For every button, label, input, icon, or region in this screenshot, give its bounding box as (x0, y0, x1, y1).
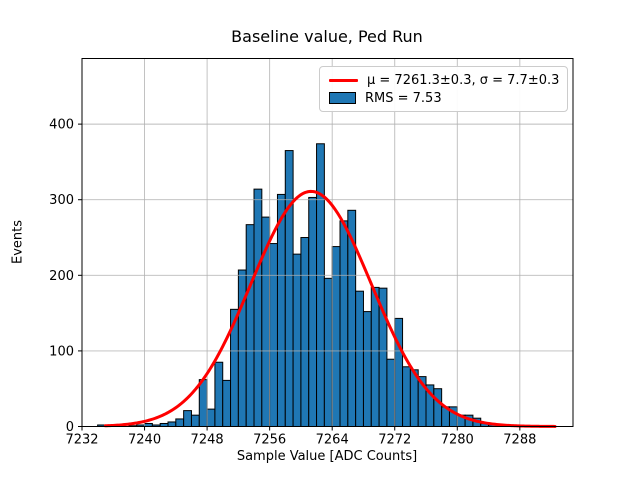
chart-title: Baseline value, Ped Run (231, 27, 423, 46)
legend-entry-histogram: RMS = 7.53 (329, 91, 559, 106)
histogram-bar (433, 388, 443, 428)
legend: μ = 7261.3±0.3, σ = 7.7±0.3 RMS = 7.53 (319, 66, 568, 112)
histogram-bar (331, 246, 341, 427)
x-axis-label: Sample Value [ADC Counts] (236, 449, 418, 464)
legend-fit-label: μ = 7261.3±0.3, σ = 7.7±0.3 (367, 72, 560, 88)
y-tick-label: 400 (49, 118, 74, 133)
y-tick-label: 0 (66, 420, 74, 435)
histogram-bar (237, 269, 247, 427)
axes-spines (81, 58, 574, 427)
histogram-swatch (329, 92, 356, 104)
histogram-bar (269, 243, 278, 427)
histogram-bar (284, 150, 294, 428)
legend-rms-label: RMS = 7.53 (365, 90, 442, 106)
histogram-bar (323, 277, 333, 427)
histogram-bar (300, 237, 310, 427)
y-axis-label: Events (10, 219, 26, 265)
histogram-bar (253, 188, 263, 427)
x-tick-label: 7264 (316, 433, 349, 448)
histogram-bar (394, 317, 404, 427)
histogram-bar (292, 253, 302, 427)
y-tick-label: 100 (49, 344, 74, 359)
x-tick-label: 7272 (378, 433, 411, 448)
legend-entry-fit: μ = 7261.3±0.3, σ = 7.7±0.3 (329, 73, 559, 88)
histogram-bar (370, 286, 380, 427)
x-tick-label: 7240 (128, 433, 161, 448)
histogram-bar (175, 418, 185, 428)
histogram-bar (206, 408, 216, 427)
histogram-bar (222, 379, 232, 428)
histogram-bar (355, 290, 364, 427)
histogram-bar (214, 361, 224, 427)
histogram-bar (198, 379, 208, 428)
x-tick-label: 7280 (441, 433, 474, 448)
x-tick-label: 7248 (191, 433, 224, 448)
histogram-bar (245, 224, 255, 427)
histogram-bar (316, 143, 325, 428)
histogram-bar (308, 196, 318, 427)
histogram-bar (276, 193, 286, 427)
y-tick-label: 300 (49, 193, 74, 208)
histogram-bar (402, 366, 411, 427)
histogram-bar (190, 414, 200, 428)
histogram-bar (339, 220, 349, 427)
fit-line-swatch (329, 78, 358, 82)
histogram-bar (167, 421, 177, 427)
histogram-bar (386, 358, 396, 427)
x-tick-label: 7288 (503, 433, 536, 448)
fit-curve (103, 189, 557, 428)
histogram-bar (362, 311, 372, 427)
x-tick-label: 7256 (253, 433, 286, 448)
x-tick-label: 7232 (65, 433, 98, 448)
y-tick-label: 200 (49, 269, 74, 284)
histogram-bar (183, 410, 192, 427)
